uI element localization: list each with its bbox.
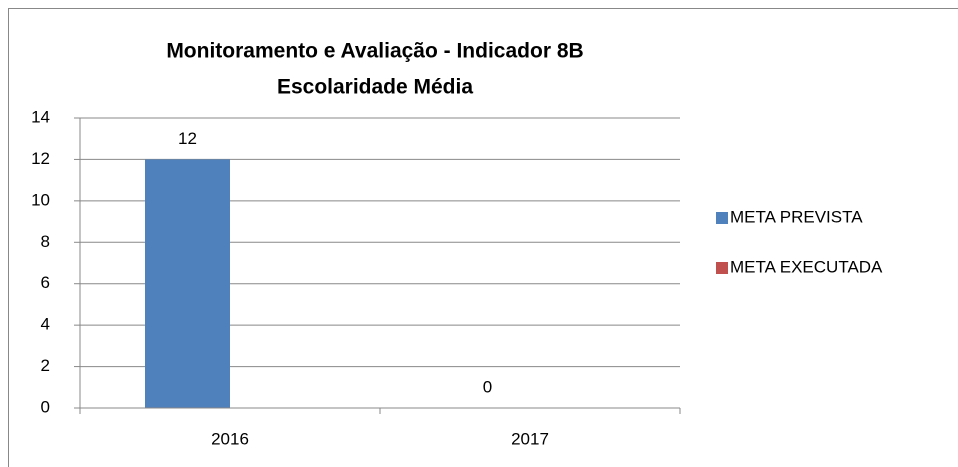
y-tick-label: 0 <box>41 397 50 416</box>
y-tick-label: 2 <box>41 356 50 375</box>
x-tick-label: 2016 <box>211 429 249 448</box>
x-tick-label: 2017 <box>511 429 549 448</box>
legend-label: META EXECUTADA <box>730 257 883 276</box>
chart-subtitle: Escolaridade Média <box>277 76 473 99</box>
y-tick-label: 4 <box>41 315 50 334</box>
y-tick-label: 12 <box>31 149 50 168</box>
legend-label: META PREVISTA <box>730 207 863 226</box>
data-label: 12 <box>178 129 197 148</box>
bar <box>145 159 230 408</box>
data-label: 0 <box>483 377 492 396</box>
legend-swatch <box>716 262 728 274</box>
chart-title: Monitoramento e Avaliação - Indicador 8B <box>166 40 583 63</box>
y-tick-label: 14 <box>31 107 50 126</box>
y-tick-label: 10 <box>31 190 50 209</box>
y-tick-label: 6 <box>41 273 50 292</box>
y-tick-label: 8 <box>41 232 50 251</box>
legend-swatch <box>716 212 728 224</box>
